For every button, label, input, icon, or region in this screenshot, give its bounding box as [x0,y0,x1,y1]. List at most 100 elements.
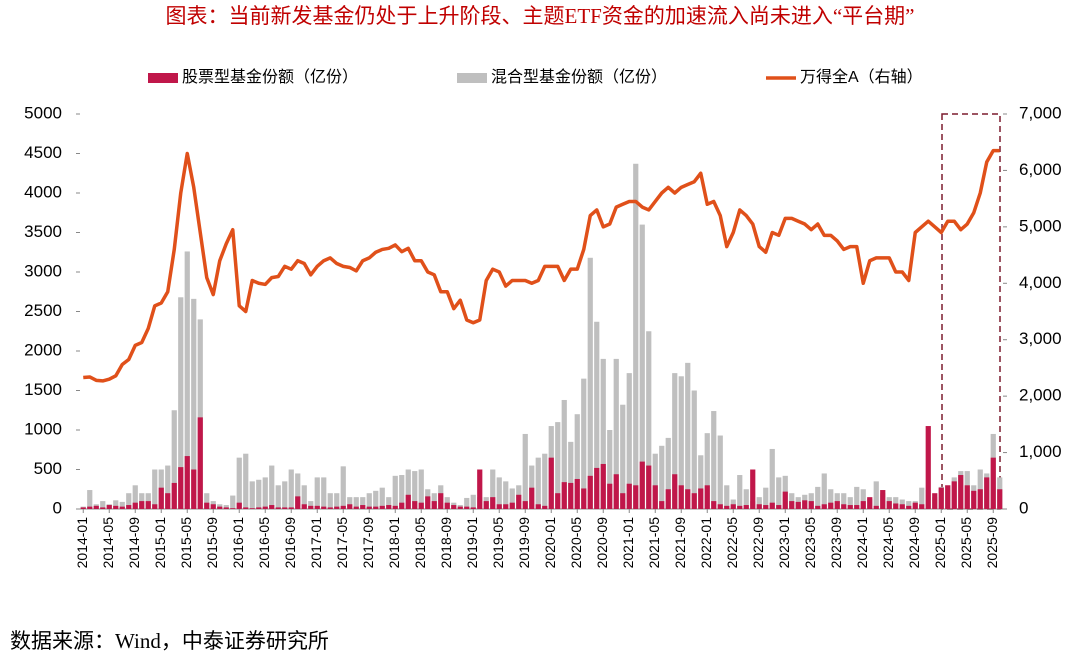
bar [854,486,860,509]
bar [815,486,821,509]
bar [717,435,723,509]
bar [262,477,268,509]
bar [678,376,684,509]
bar [867,497,873,509]
bar [236,502,242,509]
x-tick-label: 2021-01 [620,517,636,569]
bar [464,506,470,509]
bar [191,469,197,509]
bar [698,488,704,509]
bar [392,475,398,509]
legend-swatch [457,73,487,83]
x-tick-label: 2021-09 [672,517,688,569]
bar [119,506,125,509]
bar [353,497,359,509]
bar [132,502,138,509]
bar [873,505,879,509]
bar [457,506,463,509]
bar [542,453,548,509]
bar [288,469,294,509]
bar [678,485,684,509]
bar [659,445,665,509]
bar [204,502,210,509]
bar [737,505,743,509]
bar [438,493,444,509]
bar [223,507,229,509]
chart-title: 图表：当前新发基金仍处于上升阶段、主题ETF资金的加速流入尚未进入“平台期” [166,4,915,28]
line [83,148,1000,383]
bar [672,373,678,509]
x-tick-label: 2024-05 [880,517,896,569]
bar [360,505,366,509]
bar [243,453,249,509]
bar [87,490,93,509]
bar [730,504,736,509]
bar [620,493,626,509]
bar [256,479,262,509]
bar [750,469,756,509]
x-tick-label: 2025-01 [932,517,948,569]
y-tick-label: 5000 [24,103,62,122]
bar [373,506,379,509]
bar [542,505,548,509]
bar [223,505,229,509]
bar [340,505,346,509]
x-tick-label: 2015-09 [204,517,220,569]
y2-tick-label: 6,000 [1019,160,1062,179]
bar [555,493,561,509]
bar [873,481,879,509]
x-tick-label: 2016-01 [230,517,246,569]
bar [607,483,613,509]
bar [620,404,626,509]
bar [360,497,366,509]
bar [152,504,158,509]
bar [301,504,307,509]
bar [405,494,411,509]
bar [886,501,892,509]
bar [763,487,769,509]
bar [672,474,678,509]
bar [347,504,353,509]
x-tick-label: 2024-01 [854,517,870,569]
x-tick-label: 2016-09 [282,517,298,569]
bar [477,469,483,509]
bar [581,488,587,509]
bar [321,506,327,509]
bar [210,504,216,509]
bar [743,505,749,509]
y2-tick-label: 5,000 [1019,216,1062,235]
bar [841,493,847,509]
bar [685,362,691,509]
bar [490,497,496,509]
bar [282,481,288,509]
y-tick-label: 4500 [24,143,62,162]
bar [802,500,808,509]
x-tick-label: 2019-09 [516,517,532,569]
bar [87,506,93,509]
bar [405,469,411,509]
x-tick-label: 2022-01 [698,517,714,569]
bar [659,501,665,509]
bar [171,482,177,509]
bar [704,485,710,509]
x-tick-label: 2019-05 [490,517,506,569]
bar [906,501,912,509]
bar [288,507,294,509]
bar [522,501,528,509]
bar [509,488,515,509]
bar [126,493,132,509]
bar [932,493,938,509]
bar [529,465,535,509]
y-tick-label: 1000 [24,419,62,438]
bar [925,426,931,509]
bar [581,378,587,509]
bar [555,422,561,509]
bar [964,485,970,509]
bar [295,496,301,509]
bar [509,502,515,509]
bar [496,504,502,509]
bar [425,496,431,509]
x-tick-label: 2018-05 [412,517,428,569]
bar [756,504,762,509]
bar [789,501,795,509]
